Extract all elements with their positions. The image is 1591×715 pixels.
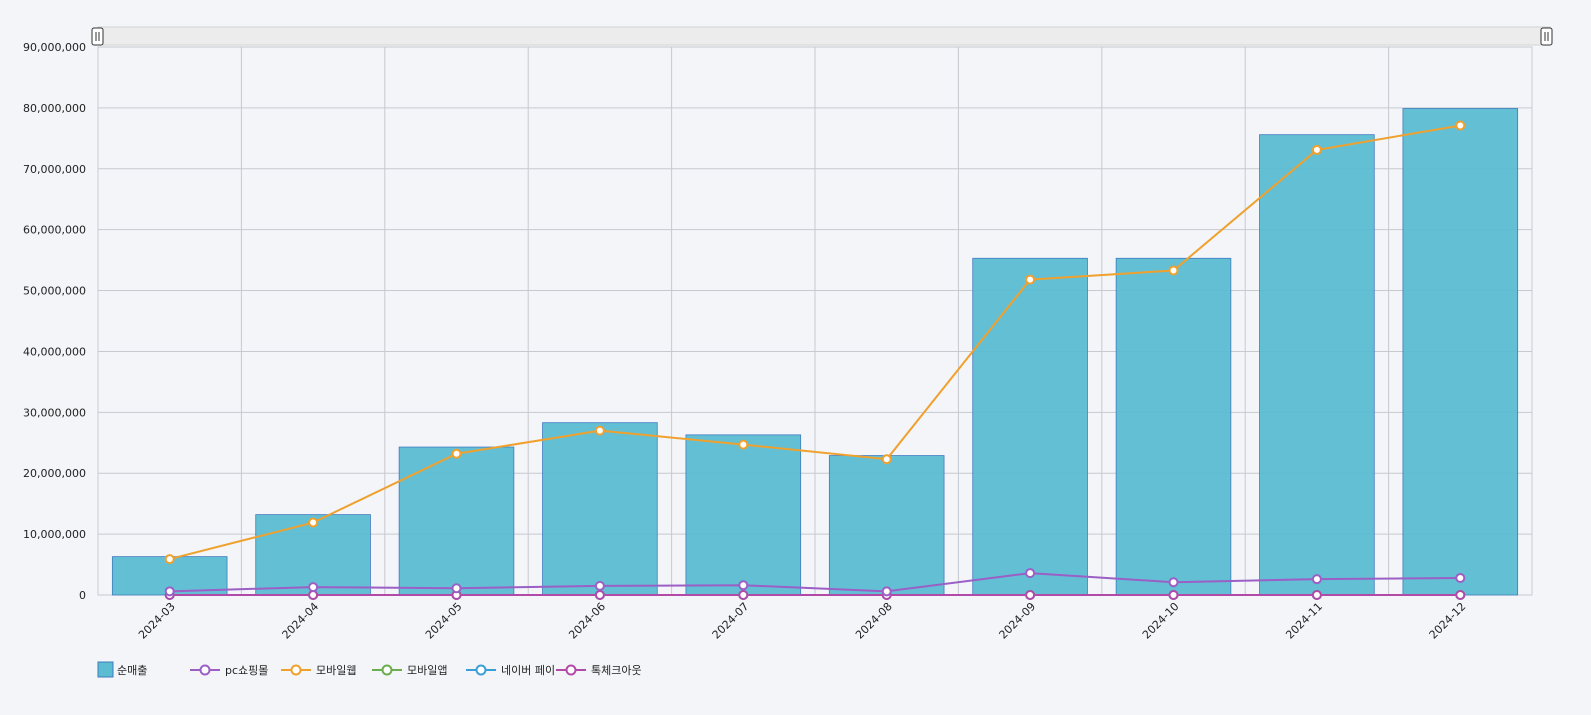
legend-marker bbox=[199, 664, 211, 676]
range-handle-left[interactable] bbox=[91, 27, 104, 46]
point-모바일웹-2024-03[interactable] bbox=[164, 554, 175, 565]
point-pc쇼핑몰-2024-11[interactable] bbox=[1311, 574, 1322, 585]
legend-label: 순매출 bbox=[117, 664, 147, 677]
point-톡체크아웃-2024-10[interactable] bbox=[1168, 590, 1179, 600]
x-tick-label: 2024-06 bbox=[566, 600, 608, 642]
y-tick-label: 20,000,000 bbox=[23, 467, 86, 480]
point-모바일웹-2024-12[interactable] bbox=[1455, 120, 1466, 131]
y-tick-label: 30,000,000 bbox=[23, 406, 86, 419]
point-모바일웹-2024-10[interactable] bbox=[1168, 265, 1179, 276]
bar-2024-09[interactable] bbox=[972, 257, 1088, 596]
point-pc쇼핑몰-2024-10[interactable] bbox=[1168, 577, 1179, 588]
bar-2024-10[interactable] bbox=[1115, 257, 1232, 596]
x-tick-label: 2024-09 bbox=[997, 600, 1039, 642]
x-tick-label: 2024-08 bbox=[853, 600, 895, 642]
point-모바일웹-2024-08[interactable] bbox=[881, 454, 892, 465]
point-pc쇼핑몰-2024-05[interactable] bbox=[451, 583, 462, 594]
x-tick-label: 2024-11 bbox=[1283, 600, 1325, 642]
point-톡체크아웃-2024-07[interactable] bbox=[738, 590, 749, 600]
bar-2024-11[interactable] bbox=[1259, 134, 1375, 596]
legend-item-bar[interactable]: 순매출 bbox=[97, 661, 147, 678]
y-tick-label: 70,000,000 bbox=[23, 163, 86, 176]
point-pc쇼핑몰-2024-09[interactable] bbox=[1025, 568, 1036, 579]
bar-2024-07[interactable] bbox=[685, 434, 802, 596]
point-톡체크아웃-2024-12[interactable] bbox=[1455, 590, 1466, 600]
point-pc쇼핑몰-2024-12[interactable] bbox=[1455, 572, 1466, 583]
legend-label: pc쇼핑몰 bbox=[225, 664, 268, 677]
y-tick-label: 80,000,000 bbox=[23, 102, 86, 115]
point-pc쇼핑몰-2024-04[interactable] bbox=[308, 582, 319, 593]
point-모바일웹-2024-09[interactable] bbox=[1025, 274, 1036, 285]
bar-2024-04[interactable] bbox=[255, 514, 371, 596]
point-모바일웹-2024-05[interactable] bbox=[451, 448, 462, 459]
range-handle-right[interactable] bbox=[1540, 27, 1553, 46]
bar-2024-06[interactable] bbox=[542, 422, 658, 596]
point-모바일웹-2024-06[interactable] bbox=[594, 425, 605, 436]
legend-item-네이버 페이[interactable]: 네이버 페이 bbox=[466, 664, 555, 677]
legend-marker bbox=[475, 664, 487, 676]
point-모바일웹-2024-07[interactable] bbox=[738, 439, 749, 450]
legend-label: 모바일웹 bbox=[316, 663, 356, 677]
x-tick-label: 2024-05 bbox=[423, 600, 465, 642]
legend-item-pc쇼핑몰[interactable]: pc쇼핑몰 bbox=[190, 664, 268, 677]
point-pc쇼핑몰-2024-07[interactable] bbox=[738, 580, 749, 591]
legend-label: 톡체크아웃 bbox=[591, 664, 642, 677]
point-pc쇼핑몰-2024-03[interactable] bbox=[164, 586, 175, 597]
legend-marker bbox=[381, 664, 393, 676]
bar-2024-05[interactable] bbox=[398, 446, 515, 596]
legend-label: 네이버 페이 bbox=[501, 664, 555, 677]
point-모바일웹-2024-11[interactable] bbox=[1311, 144, 1322, 155]
x-tick-label: 2024-07 bbox=[710, 600, 752, 642]
x-tick-label: 2024-03 bbox=[136, 600, 178, 642]
x-tick-label: 2024-04 bbox=[280, 600, 322, 642]
line-pc쇼핑몰 bbox=[169, 572, 1461, 593]
handle-body[interactable] bbox=[1540, 27, 1553, 46]
point-모바일웹-2024-04[interactable] bbox=[308, 517, 319, 528]
y-tick-label: 40,000,000 bbox=[23, 345, 86, 358]
range-scroller[interactable] bbox=[97, 26, 1551, 46]
legend-item-톡체크아웃[interactable]: 톡체크아웃 bbox=[556, 664, 642, 677]
point-톡체크아웃-2024-09[interactable] bbox=[1025, 590, 1036, 600]
x-tick-label: 2024-10 bbox=[1140, 600, 1182, 642]
y-tick-label: 60,000,000 bbox=[23, 224, 86, 237]
x-tick-label: 2024-12 bbox=[1427, 600, 1469, 642]
y-tick-label: 90,000,000 bbox=[23, 41, 86, 54]
handle-body[interactable] bbox=[91, 27, 104, 46]
legend-swatch bbox=[97, 661, 114, 678]
y-tick-label: 50,000,000 bbox=[23, 285, 86, 298]
legend-item-모바일웹[interactable]: 모바일웹 bbox=[281, 663, 356, 677]
legend-item-모바일앱[interactable]: 모바일앱 bbox=[372, 663, 447, 677]
y-tick-label: 10,000,000 bbox=[23, 528, 86, 541]
y-tick-label: 0 bbox=[79, 589, 86, 602]
line-모바일웹 bbox=[169, 124, 1461, 561]
bar-2024-12[interactable] bbox=[1402, 108, 1519, 596]
legend-label: 모바일앱 bbox=[407, 663, 447, 677]
point-pc쇼핑몰-2024-08[interactable] bbox=[881, 586, 892, 597]
point-pc쇼핑몰-2024-06[interactable] bbox=[594, 580, 605, 591]
legend: 순매출 pc쇼핑몰 모바일웹 모바일앱 네이버 페이 톡체크아웃 bbox=[97, 661, 642, 678]
bar-2024-08[interactable] bbox=[828, 455, 945, 596]
point-톡체크아웃-2024-11[interactable] bbox=[1311, 590, 1322, 600]
point-톡체크아웃-2024-04[interactable] bbox=[308, 590, 319, 600]
legend-marker bbox=[290, 664, 302, 676]
legend-marker bbox=[565, 664, 577, 676]
point-톡체크아웃-2024-06[interactable] bbox=[594, 590, 605, 600]
